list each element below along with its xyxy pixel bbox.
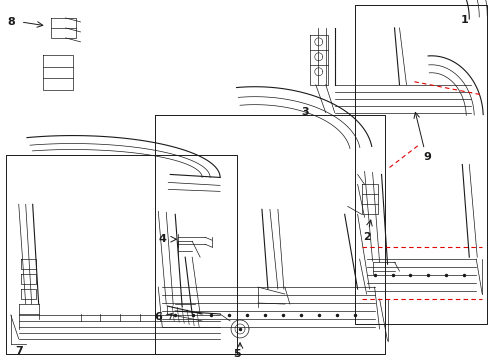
Text: 6: 6 [154, 312, 162, 322]
Text: 2: 2 [363, 232, 370, 242]
Text: 5: 5 [233, 349, 241, 359]
Text: 7: 7 [15, 346, 23, 356]
Text: 4: 4 [158, 234, 166, 244]
Text: 9: 9 [423, 153, 431, 162]
Text: 8: 8 [7, 17, 15, 27]
Text: 1: 1 [461, 15, 468, 25]
Text: 3: 3 [301, 107, 309, 117]
